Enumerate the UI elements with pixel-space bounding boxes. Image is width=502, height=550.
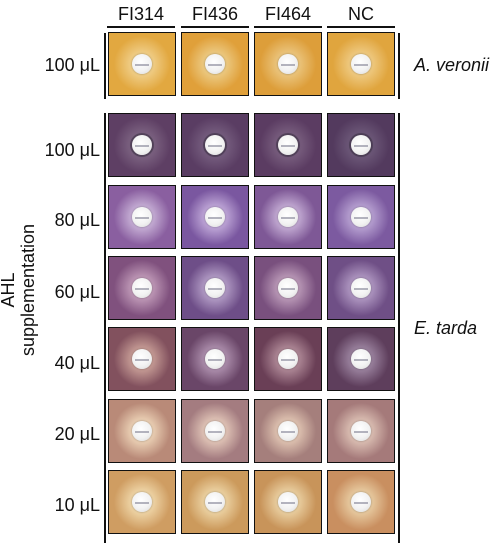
- plate-panel: [254, 32, 322, 96]
- plate-panel: [181, 327, 249, 391]
- right-bracket-top: [398, 33, 400, 99]
- plate-panel: [181, 32, 249, 96]
- plate-panel: [108, 32, 176, 96]
- column-header-underline: [181, 26, 249, 28]
- plate-panel: [181, 256, 249, 320]
- paper-disc: [132, 421, 152, 441]
- row-label: 10 μL: [54, 495, 100, 515]
- paper-disc: [132, 349, 152, 369]
- plate-panel: [327, 327, 395, 391]
- paper-disc: [132, 492, 152, 512]
- paper-disc: [278, 421, 298, 441]
- row-label: 100 μL: [44, 55, 100, 75]
- paper-disc: [351, 349, 371, 369]
- column-header-fi314: FI314: [117, 4, 165, 24]
- column-header-underline: [327, 26, 395, 28]
- plate-panel: [181, 470, 249, 534]
- right-bracket-bottom: [398, 113, 400, 543]
- row-label: 60 μL: [54, 282, 100, 302]
- plate-panel: [327, 32, 395, 96]
- plate-panel: [181, 113, 249, 177]
- plate-panel: [254, 470, 322, 534]
- paper-disc: [205, 207, 225, 227]
- plate-panel: [254, 256, 322, 320]
- paper-disc: [205, 492, 225, 512]
- left-bracket-top: [104, 33, 106, 99]
- plate-panel: [254, 399, 322, 463]
- paper-disc: [278, 135, 298, 155]
- paper-disc: [351, 135, 371, 155]
- column-header-fi436: FI436: [191, 4, 239, 24]
- paper-disc: [132, 135, 152, 155]
- paper-disc: [278, 278, 298, 298]
- row-label: 100 μL: [44, 140, 100, 160]
- plate-panel: [327, 256, 395, 320]
- column-header-nc: NC: [348, 4, 374, 24]
- species-label-a-veronii: A. veronii: [414, 55, 490, 75]
- plate-panel: [254, 113, 322, 177]
- paper-disc: [351, 421, 371, 441]
- left-bracket-bottom: [104, 113, 106, 543]
- plate-panel: [108, 327, 176, 391]
- row-label: 20 μL: [54, 424, 100, 444]
- paper-disc: [205, 278, 225, 298]
- plate-panel: [108, 185, 176, 249]
- paper-disc: [205, 54, 225, 74]
- plate-panel: [254, 327, 322, 391]
- paper-disc: [278, 207, 298, 227]
- species-label-e-tarda: E. tarda: [414, 318, 478, 338]
- paper-disc: [351, 54, 371, 74]
- plate-panel: [327, 399, 395, 463]
- paper-disc: [132, 207, 152, 227]
- plate-panel: [108, 256, 176, 320]
- paper-disc: [132, 54, 152, 74]
- row-label: 40 μL: [54, 353, 100, 373]
- plate-panel: [254, 185, 322, 249]
- paper-disc: [278, 492, 298, 512]
- paper-disc: [351, 492, 371, 512]
- paper-disc: [205, 349, 225, 369]
- paper-disc: [351, 207, 371, 227]
- plate-panel: [108, 470, 176, 534]
- paper-disc: [132, 278, 152, 298]
- plate-panel: [181, 399, 249, 463]
- column-header-underline: [254, 26, 322, 28]
- plate-panel: [327, 470, 395, 534]
- plate-panel: [327, 113, 395, 177]
- row-label: 80 μL: [54, 210, 100, 230]
- plate-panel: [108, 113, 176, 177]
- column-header-fi464: FI464: [264, 4, 312, 24]
- plate-panel: [108, 399, 176, 463]
- plate-panel: [181, 185, 249, 249]
- paper-disc: [351, 278, 371, 298]
- paper-disc: [278, 349, 298, 369]
- plate-panel: [327, 185, 395, 249]
- paper-disc: [278, 54, 298, 74]
- column-header-underline: [107, 26, 175, 28]
- paper-disc: [205, 421, 225, 441]
- paper-disc: [205, 135, 225, 155]
- y-axis-label: AHL supplementation: [0, 223, 38, 357]
